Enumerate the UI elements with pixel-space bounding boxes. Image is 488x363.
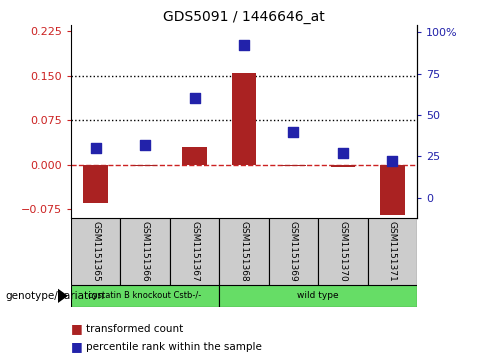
Text: GSM1151370: GSM1151370 <box>339 221 347 282</box>
Text: cystatin B knockout Cstb-/-: cystatin B knockout Cstb-/- <box>88 291 202 300</box>
Title: GDS5091 / 1446646_at: GDS5091 / 1446646_at <box>163 11 325 24</box>
Point <box>191 95 199 101</box>
Bar <box>71 285 219 307</box>
Text: GSM1151365: GSM1151365 <box>91 221 100 282</box>
Text: GSM1151371: GSM1151371 <box>388 221 397 282</box>
Bar <box>182 147 207 164</box>
Text: genotype/variation: genotype/variation <box>5 291 104 301</box>
Text: percentile rank within the sample: percentile rank within the sample <box>86 342 262 352</box>
Bar <box>219 218 269 285</box>
Bar <box>380 164 405 215</box>
Bar <box>71 218 120 285</box>
Bar <box>170 218 219 285</box>
Bar <box>219 285 417 307</box>
Text: GSM1151368: GSM1151368 <box>240 221 248 282</box>
Point <box>240 42 248 48</box>
Text: GSM1151369: GSM1151369 <box>289 221 298 282</box>
Text: ■: ■ <box>71 340 82 353</box>
Bar <box>232 73 256 164</box>
Point <box>92 145 100 151</box>
Point <box>289 129 297 134</box>
Text: transformed count: transformed count <box>86 323 183 334</box>
Bar <box>83 164 108 203</box>
Bar <box>120 218 170 285</box>
Bar <box>281 164 306 166</box>
Bar <box>368 218 417 285</box>
Bar <box>269 218 318 285</box>
Bar <box>133 164 157 166</box>
Text: GSM1151366: GSM1151366 <box>141 221 149 282</box>
Text: wild type: wild type <box>297 291 339 300</box>
Point <box>388 159 396 164</box>
Bar <box>318 218 368 285</box>
Point <box>141 142 149 148</box>
Point <box>339 150 347 156</box>
FancyArrow shape <box>56 288 67 303</box>
Text: GSM1151367: GSM1151367 <box>190 221 199 282</box>
Text: ■: ■ <box>71 322 82 335</box>
Bar <box>331 164 355 167</box>
